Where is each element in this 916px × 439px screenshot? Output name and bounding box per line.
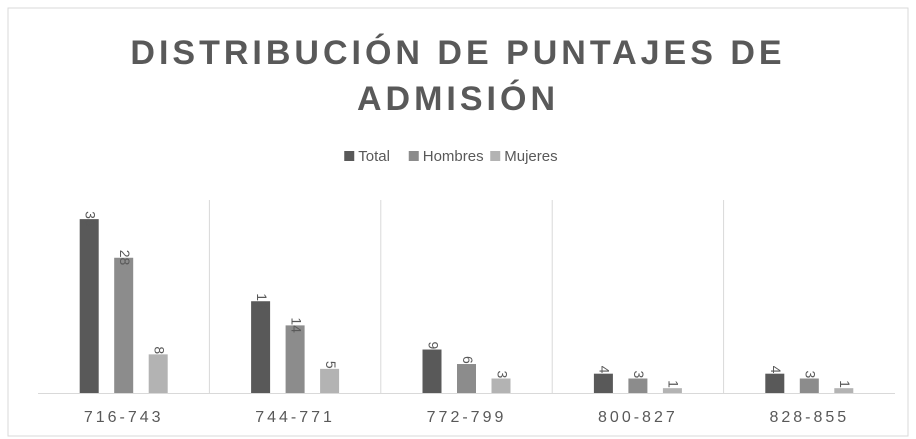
chart-title: DISTRIBUCIÓN DE PUNTAJES DE ADMISIÓN <box>130 34 786 118</box>
bar <box>320 368 340 393</box>
bar <box>457 364 476 393</box>
x-tick-label: 800-827 <box>598 409 678 426</box>
data-label: 6 <box>460 356 476 364</box>
bar <box>628 378 648 393</box>
data-label: 3 <box>803 371 819 379</box>
legend-swatch <box>344 151 355 161</box>
x-tick-label: 828-855 <box>769 409 849 426</box>
x-tick-label: 772-799 <box>427 409 507 426</box>
data-label: 8 <box>151 346 167 354</box>
bar <box>799 378 819 393</box>
bar <box>834 388 854 393</box>
data-label: 4 <box>597 366 613 374</box>
bar <box>285 325 305 393</box>
bar <box>662 388 682 393</box>
data-label: 36 <box>82 211 98 227</box>
data-label: 3 <box>494 371 510 379</box>
data-label: 19 <box>254 293 270 309</box>
legend-label: Hombres <box>423 148 484 165</box>
data-label: 3 <box>631 371 647 379</box>
bar <box>251 301 271 393</box>
legend-swatch <box>408 151 419 161</box>
bar <box>593 373 613 393</box>
data-label: 1 <box>666 380 682 388</box>
data-label: 4 <box>768 366 784 374</box>
data-label: 14 <box>288 317 304 333</box>
bar <box>79 219 99 393</box>
data-label: 28 <box>117 250 133 266</box>
legend-label: Total <box>358 148 390 165</box>
legend-swatch <box>490 151 501 161</box>
x-tick-label: 716-743 <box>84 409 164 426</box>
bar <box>422 349 442 393</box>
bar <box>148 354 168 393</box>
data-label: 1 <box>837 380 853 388</box>
data-label: 9 <box>425 342 441 350</box>
bar <box>114 257 134 393</box>
bar <box>765 373 785 393</box>
data-label: 5 <box>323 361 339 369</box>
x-tick-label: 744-771 <box>255 409 335 426</box>
bar <box>491 378 511 393</box>
chart-border <box>7 7 909 437</box>
legend-label: Mujeres <box>504 148 557 165</box>
